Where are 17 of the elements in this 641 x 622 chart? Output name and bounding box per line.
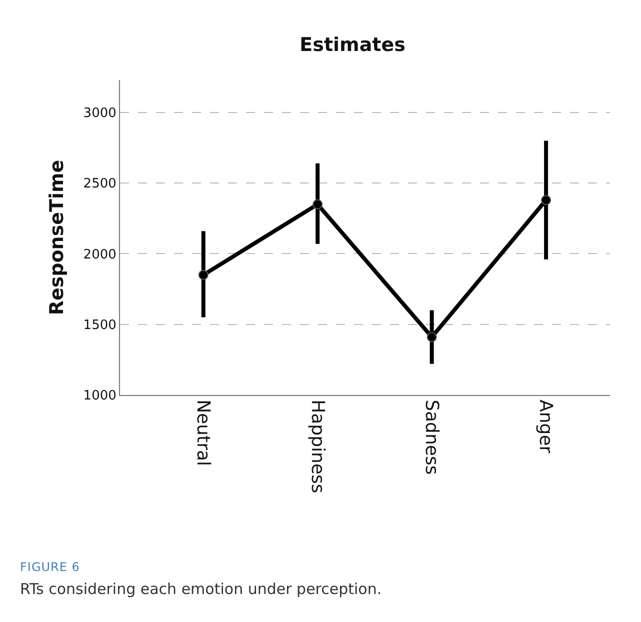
point xyxy=(426,332,437,342)
x-tick-label: Neutral xyxy=(192,400,214,466)
x-tick-label: Anger xyxy=(535,400,556,454)
y-tick-label: 2500 xyxy=(83,176,116,192)
point xyxy=(312,199,323,210)
text: RTs considering each emotion under perception. xyxy=(20,580,382,598)
y-tick-label: 2000 xyxy=(83,247,116,262)
point xyxy=(198,270,208,280)
y-tick-label: 3000 xyxy=(83,106,116,122)
y-tick-label: 1000 xyxy=(83,388,116,404)
chart-title: Estimates xyxy=(300,34,406,56)
y-axis-title: ResponseTime xyxy=(46,160,68,316)
x-tick-label: Happiness xyxy=(306,400,328,494)
point xyxy=(541,195,552,206)
y-tick-label: 1500 xyxy=(83,318,116,333)
x-tick-label: Sadness xyxy=(420,400,442,475)
caption: FIGURE 6 xyxy=(20,560,81,574)
